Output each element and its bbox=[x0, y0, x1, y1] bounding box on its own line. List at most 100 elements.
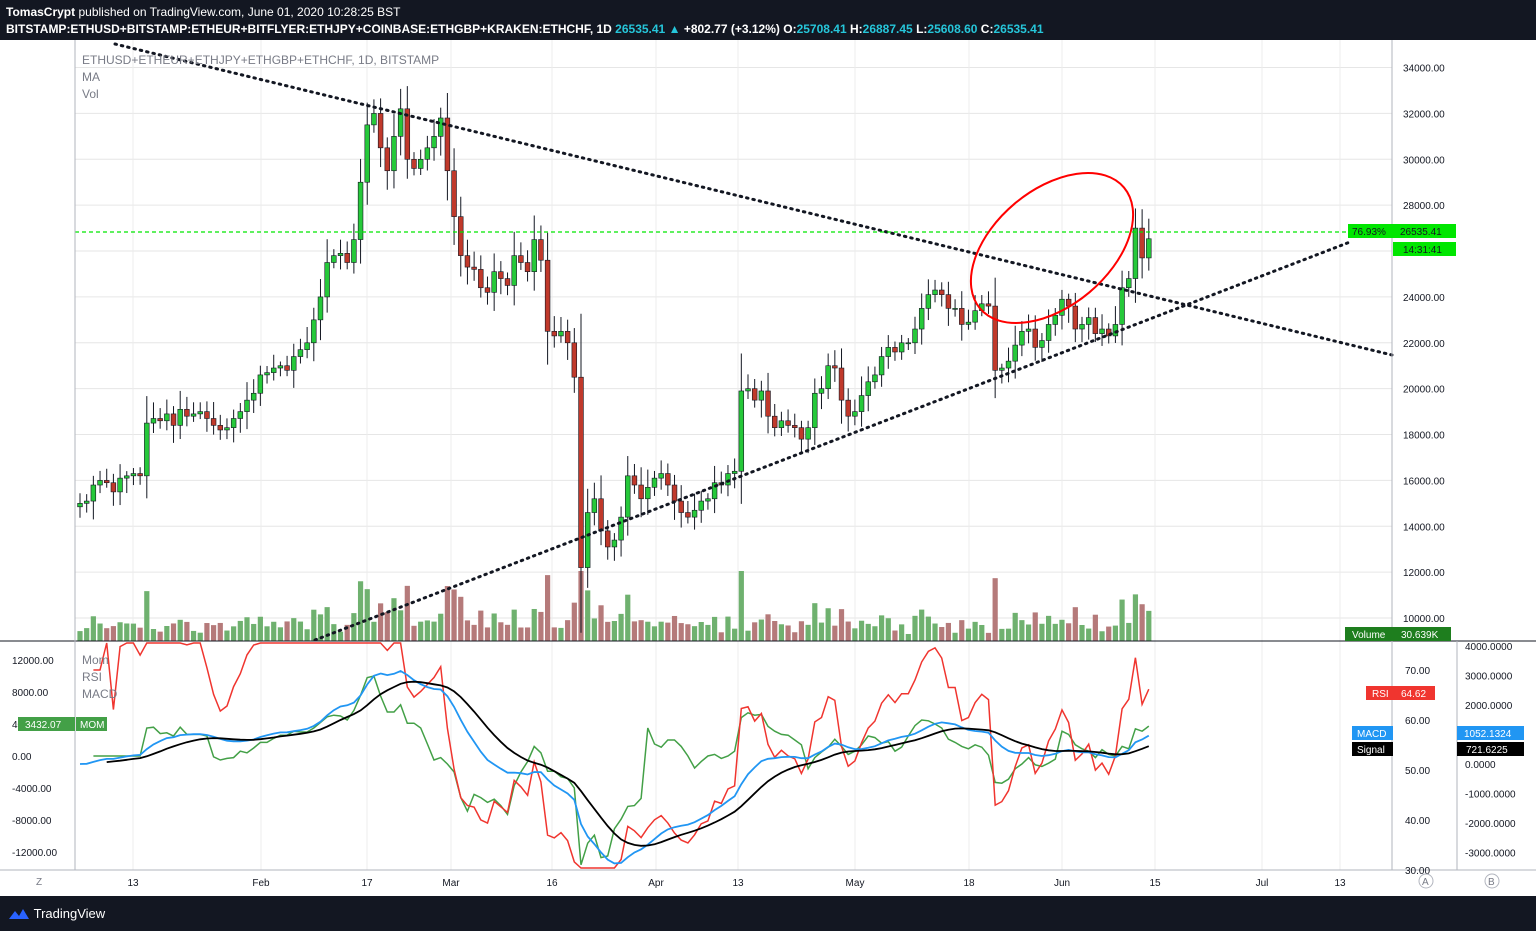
candle-body bbox=[558, 331, 564, 337]
volume-bar bbox=[1012, 612, 1018, 641]
candle-body bbox=[999, 367, 1005, 371]
volume-bar bbox=[177, 619, 183, 641]
candle-body bbox=[257, 374, 264, 394]
volume-bar bbox=[872, 626, 878, 641]
volume-bar bbox=[237, 620, 243, 641]
candle-body bbox=[538, 239, 544, 261]
candle-body bbox=[484, 287, 491, 293]
time-tick-label: May bbox=[846, 878, 865, 889]
volume-bar bbox=[752, 622, 758, 641]
candle-body bbox=[878, 356, 885, 376]
volume-bar bbox=[257, 616, 263, 641]
volume-bar bbox=[545, 575, 551, 641]
candle-body bbox=[170, 413, 177, 426]
volume-bar bbox=[879, 615, 885, 641]
candle-body bbox=[1126, 278, 1132, 289]
candle-body bbox=[364, 124, 370, 183]
candle-body bbox=[237, 411, 244, 419]
candle-body bbox=[531, 239, 537, 272]
legend-vol[interactable]: Vol bbox=[82, 87, 99, 101]
macd-tick-label: -3000.0000 bbox=[1465, 849, 1516, 860]
candle-body bbox=[992, 305, 998, 371]
descending-trendline[interactable] bbox=[113, 42, 1394, 357]
volume-bar bbox=[277, 627, 283, 641]
candle-body bbox=[758, 390, 765, 401]
volume-bar bbox=[685, 624, 691, 641]
author-name[interactable]: TomasCrypt bbox=[6, 5, 76, 19]
macd-label-badge bbox=[1352, 726, 1393, 740]
price-tick-label: 24000.00 bbox=[1403, 293, 1445, 304]
volume-bar bbox=[311, 609, 317, 641]
time-tick-label: 13 bbox=[1334, 878, 1346, 889]
volume-bar bbox=[585, 590, 591, 641]
volume-value-text: 30.639K bbox=[1401, 630, 1439, 641]
volume-bar bbox=[190, 630, 197, 641]
candle-body bbox=[725, 473, 731, 486]
volume-bar bbox=[772, 621, 778, 641]
candle-body bbox=[605, 530, 611, 548]
volume-bar bbox=[818, 622, 825, 641]
candle-body bbox=[150, 418, 157, 424]
tradingview-logo[interactable]: TradingView bbox=[8, 905, 105, 921]
volume-bar bbox=[464, 620, 471, 641]
candle-body bbox=[564, 331, 571, 344]
volume-bar bbox=[825, 608, 831, 641]
candle-body bbox=[1012, 344, 1018, 362]
candle-body bbox=[77, 503, 83, 508]
volume-bar bbox=[271, 621, 277, 641]
legend-ma[interactable]: MA bbox=[82, 70, 100, 84]
volume-bar bbox=[678, 623, 684, 641]
volume-bar bbox=[959, 620, 965, 641]
up-triangle-icon: ▲ bbox=[668, 22, 681, 36]
candle-body bbox=[504, 278, 511, 286]
countdown-text: 14:31:41 bbox=[1403, 245, 1442, 256]
candle-body bbox=[1039, 340, 1045, 348]
time-tick-label: Jul bbox=[1256, 878, 1269, 889]
legend-rsi[interactable]: RSI bbox=[82, 670, 102, 684]
mom-tick-label: 8000.00 bbox=[12, 688, 49, 699]
candle-body bbox=[90, 484, 97, 502]
volume-bar bbox=[170, 623, 177, 641]
candle-body bbox=[250, 392, 257, 401]
volume-bar bbox=[705, 624, 711, 641]
volume-bar bbox=[1119, 599, 1125, 641]
volume-bar bbox=[691, 626, 698, 641]
legend-symbol[interactable]: ETHUSD+ETHEUR+ETHJPY+ETHGBP+ETHCHF, 1D, … bbox=[82, 53, 439, 67]
zoom-button[interactable]: Z bbox=[36, 877, 42, 888]
candle-body bbox=[397, 108, 404, 137]
chart-canvas[interactable]: 10000.00 12000.00 14000.00 16000.00 18000.00… bbox=[0, 40, 1536, 896]
legend-mom[interactable]: Mom bbox=[82, 653, 109, 667]
candle-body bbox=[110, 482, 117, 493]
volume-label-badge bbox=[1345, 627, 1393, 641]
time-axis[interactable]: 13 Feb 17 Mar 16 Apr 13 May 18 Jun 15 Jul 13 bbox=[127, 878, 1346, 889]
indicator-axes[interactable]: -12000.00-8000.00-4000.000.004000.008000… bbox=[12, 642, 1516, 877]
candle-body bbox=[798, 427, 805, 440]
legend-macd[interactable]: MACD bbox=[82, 687, 118, 701]
volume-bar bbox=[671, 615, 678, 641]
signal-value-text: 721.6225 bbox=[1466, 745, 1508, 756]
candle-body bbox=[197, 411, 203, 415]
candle-body bbox=[431, 136, 437, 149]
highlight-ellipse[interactable] bbox=[943, 143, 1162, 353]
candle-body bbox=[524, 262, 531, 272]
volume-bar bbox=[264, 626, 270, 641]
candle-body bbox=[1119, 287, 1125, 325]
volume-bar bbox=[738, 571, 744, 641]
price-tick-label: 30000.00 bbox=[1403, 155, 1445, 166]
candle-body bbox=[384, 147, 390, 172]
volume-bar bbox=[317, 614, 324, 641]
candle-body bbox=[812, 392, 818, 428]
volume-bar bbox=[611, 620, 617, 641]
scale-b-button[interactable]: B bbox=[1488, 877, 1495, 888]
auto-scale-button[interactable]: A bbox=[1422, 877, 1429, 888]
countdown-badge bbox=[1393, 242, 1456, 256]
mom-line bbox=[93, 675, 1150, 866]
candle-body bbox=[230, 418, 237, 428]
volume-bar bbox=[357, 581, 364, 641]
candle-body bbox=[317, 296, 324, 321]
volume-bar bbox=[104, 628, 110, 641]
ascending-trendline[interactable] bbox=[313, 240, 1352, 642]
candle-body bbox=[751, 388, 758, 401]
candle-body bbox=[571, 342, 578, 378]
volume-bar bbox=[1046, 615, 1052, 641]
